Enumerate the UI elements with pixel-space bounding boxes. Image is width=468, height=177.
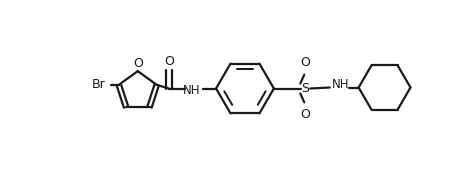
Text: O: O bbox=[300, 108, 310, 121]
Text: NH: NH bbox=[332, 78, 350, 91]
Text: O: O bbox=[133, 57, 143, 70]
Text: O: O bbox=[164, 55, 174, 68]
Text: Br: Br bbox=[92, 78, 106, 91]
Text: NH: NH bbox=[183, 84, 201, 97]
Text: S: S bbox=[301, 82, 309, 95]
Text: O: O bbox=[300, 56, 310, 69]
